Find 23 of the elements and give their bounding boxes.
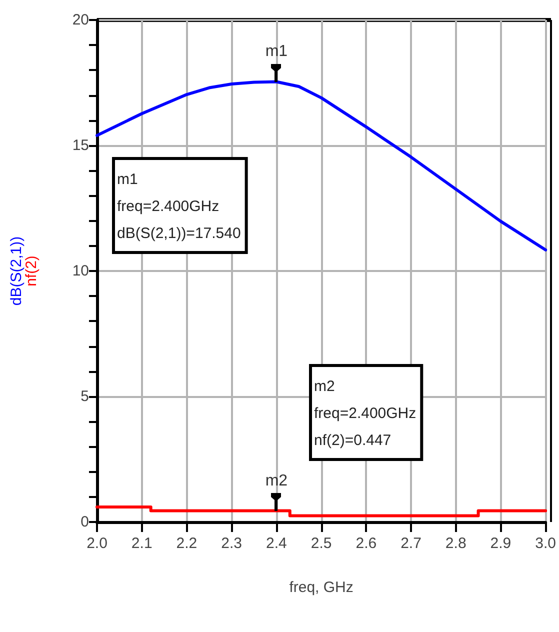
x-tick-label: 3.0	[535, 535, 556, 552]
annotation: m2	[265, 472, 288, 490]
x-tick-label: 2.1	[131, 535, 152, 552]
y-tick-label: 20	[72, 12, 89, 28]
y-tick-label: 10	[72, 262, 89, 280]
x-tick-label: 2.9	[490, 535, 512, 552]
x-tick-label: 2.2	[176, 535, 198, 552]
y-tick-label: 5	[80, 388, 89, 405]
annotation: m1	[265, 43, 288, 60]
text: nf(2)	[23, 256, 40, 286]
x-tick-label: 2.6	[356, 535, 377, 552]
x-axis-title: freq, GHz	[289, 579, 354, 596]
y-tick-label: 0	[80, 514, 89, 530]
x-tick-label: 2.7	[400, 535, 422, 552]
x-tick-label: 2.5	[310, 535, 332, 552]
annotation: m2 freq=2.400GHz nf(2)=0.447	[314, 378, 416, 449]
x-tick-label: 2.8	[445, 535, 466, 552]
x-tick-label: 2.3	[221, 535, 242, 552]
annotation: m1 freq=2.400GHz dB(S(2,1))=17.540	[117, 171, 241, 242]
y-tick-label: 15	[72, 137, 89, 154]
x-tick-label: 2.4	[266, 535, 287, 552]
text: dB(S(2,1))	[8, 236, 25, 306]
x-tick-label: 2.0	[86, 535, 108, 552]
